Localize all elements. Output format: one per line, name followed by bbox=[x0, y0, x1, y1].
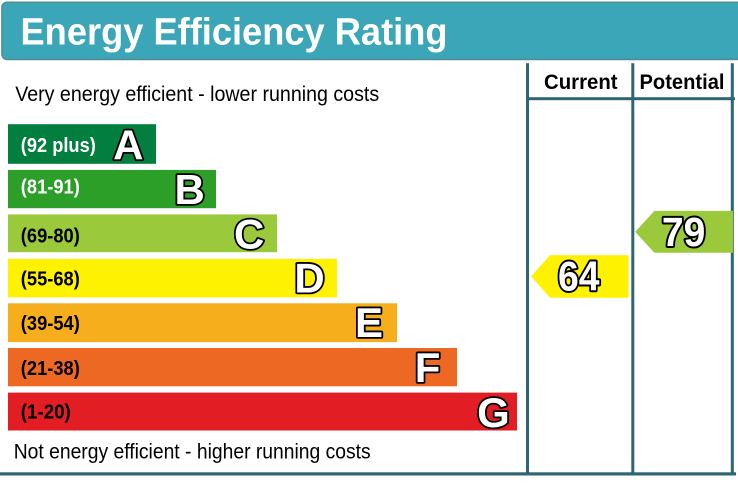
svg-text:(39-54): (39-54) bbox=[21, 313, 80, 335]
svg-text:Current: Current bbox=[544, 71, 618, 94]
svg-text:Potential: Potential bbox=[640, 71, 725, 94]
svg-text:Very energy efficient - lower: Very energy efficient - lower running co… bbox=[15, 83, 379, 106]
svg-text:F: F bbox=[415, 344, 441, 391]
svg-text:G: G bbox=[477, 389, 510, 436]
svg-text:B: B bbox=[175, 166, 205, 213]
svg-text:79: 79 bbox=[662, 209, 706, 255]
svg-text:Not energy efficient - higher: Not energy efficient - higher running co… bbox=[14, 440, 371, 463]
svg-text:(92 plus): (92 plus) bbox=[21, 135, 96, 157]
svg-text:D: D bbox=[294, 254, 324, 301]
svg-text:(21-38): (21-38) bbox=[21, 358, 80, 380]
svg-text:(55-68): (55-68) bbox=[21, 269, 80, 291]
svg-text:(1-20): (1-20) bbox=[21, 401, 71, 423]
svg-text:(81-91): (81-91) bbox=[21, 177, 80, 199]
svg-text:Energy Efficiency Rating: Energy Efficiency Rating bbox=[21, 12, 448, 54]
svg-text:C: C bbox=[234, 210, 264, 257]
svg-text:A: A bbox=[113, 121, 143, 168]
svg-text:64: 64 bbox=[558, 253, 600, 300]
svg-text:E: E bbox=[355, 299, 383, 346]
svg-text:(69-80): (69-80) bbox=[21, 225, 80, 247]
